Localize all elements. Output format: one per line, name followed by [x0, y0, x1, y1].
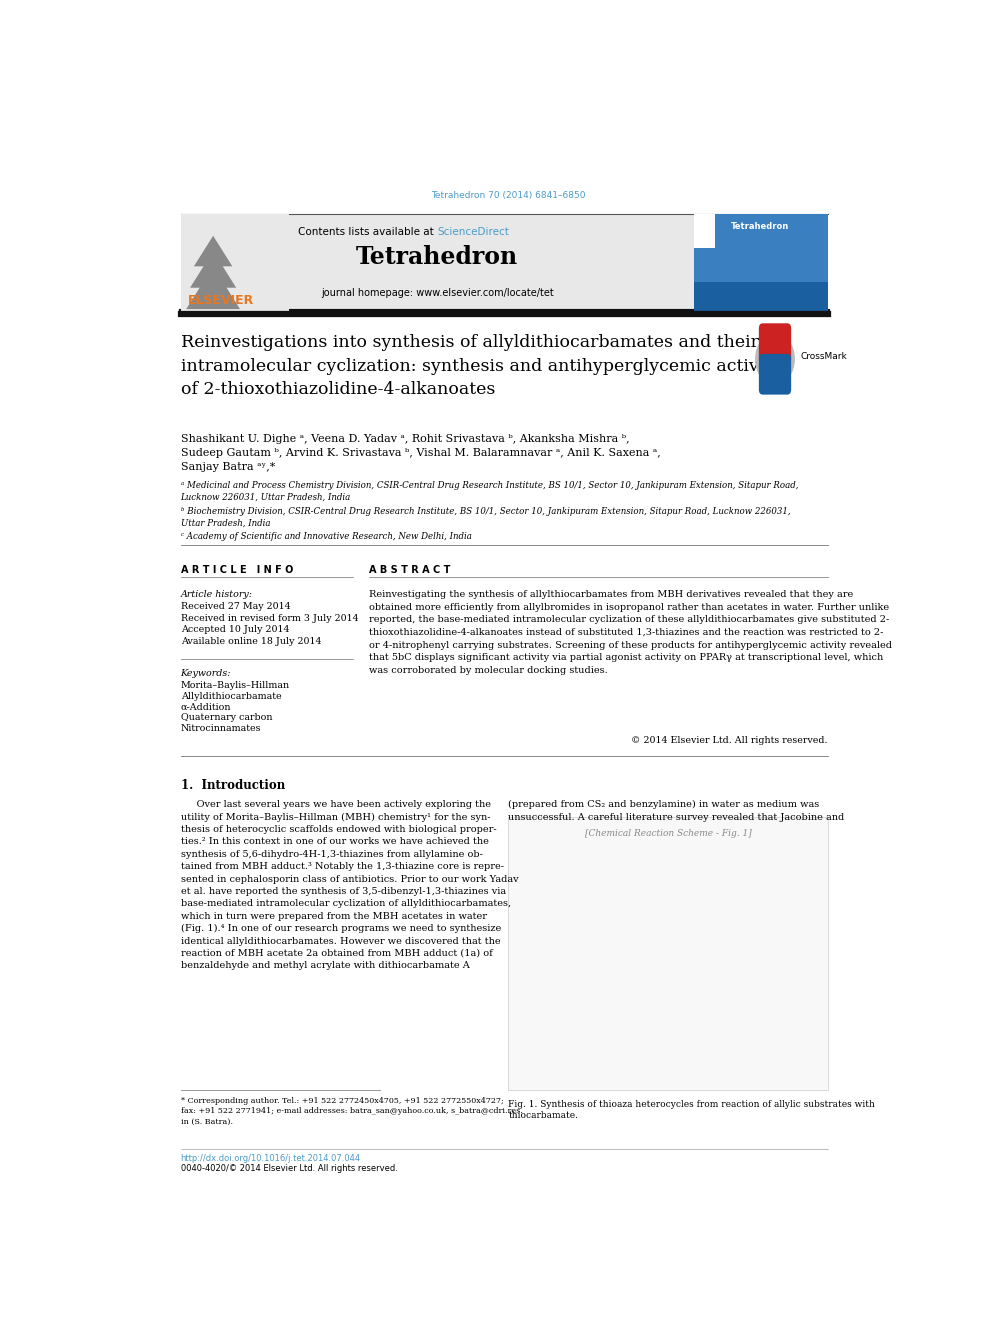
Text: Tetrahedron 70 (2014) 6841–6850: Tetrahedron 70 (2014) 6841–6850	[432, 191, 585, 200]
Text: A R T I C L E   I N F O: A R T I C L E I N F O	[181, 565, 293, 576]
Text: Fig. 1. Synthesis of thioaza heterocycles from reaction of allylic substrates wi: Fig. 1. Synthesis of thioaza heterocycle…	[509, 1099, 875, 1121]
Text: CrossMark: CrossMark	[801, 352, 847, 361]
Text: © 2014 Elsevier Ltd. All rights reserved.: © 2014 Elsevier Ltd. All rights reserved…	[631, 737, 827, 745]
FancyBboxPatch shape	[693, 214, 715, 249]
Text: ScienceDirect: ScienceDirect	[437, 226, 509, 237]
Text: Available online 18 July 2014: Available online 18 July 2014	[181, 636, 321, 646]
Text: [Chemical Reaction Scheme - Fig. 1]: [Chemical Reaction Scheme - Fig. 1]	[584, 828, 751, 837]
FancyBboxPatch shape	[509, 818, 827, 1090]
Text: ᵃ Medicinal and Process Chemistry Division, CSIR-Central Drug Research Institute: ᵃ Medicinal and Process Chemistry Divisi…	[181, 480, 799, 501]
Text: journal homepage: www.elsevier.com/locate/tet: journal homepage: www.elsevier.com/locat…	[320, 288, 554, 298]
Text: Nitrocinnamates: Nitrocinnamates	[181, 724, 261, 733]
Text: (prepared from CS₂ and benzylamine) in water as medium was
unsuccessful. A caref: (prepared from CS₂ and benzylamine) in w…	[509, 800, 844, 822]
Text: Reinvestigations into synthesis of allyldithiocarbamates and their
intramolecula: Reinvestigations into synthesis of allyl…	[181, 335, 781, 398]
Polygon shape	[193, 235, 232, 266]
Text: ᶜ Academy of Scientific and Innovative Research, New Delhi, India: ᶜ Academy of Scientific and Innovative R…	[181, 532, 471, 541]
Text: A B S T R A C T: A B S T R A C T	[369, 565, 450, 576]
Text: Tetrahedron: Tetrahedron	[356, 245, 518, 269]
Polygon shape	[186, 266, 240, 310]
Text: Article history:: Article history:	[181, 590, 253, 599]
Text: Quaternary carbon: Quaternary carbon	[181, 713, 272, 722]
Text: Reinvestigating the synthesis of allylthiocarbamates from MBH derivatives reveal: Reinvestigating the synthesis of allylth…	[369, 590, 892, 675]
Text: 0040-4020/© 2014 Elsevier Ltd. All rights reserved.: 0040-4020/© 2014 Elsevier Ltd. All right…	[181, 1164, 398, 1174]
Text: 1.  Introduction: 1. Introduction	[181, 779, 285, 791]
Text: ᵇ Biochemistry Division, CSIR-Central Drug Research Institute, BS 10/1, Sector 1: ᵇ Biochemistry Division, CSIR-Central Dr…	[181, 507, 791, 528]
Text: Received 27 May 2014: Received 27 May 2014	[181, 602, 291, 611]
Text: Over last several years we have been actively exploring the
utility of Morita–Ba: Over last several years we have been act…	[181, 800, 518, 970]
FancyBboxPatch shape	[181, 214, 693, 311]
Text: Keywords:: Keywords:	[181, 669, 231, 679]
Text: * Corresponding author. Tel.: +91 522 2772450x4705, +91 522 2772550x4727;
fax: +: * Corresponding author. Tel.: +91 522 27…	[181, 1097, 523, 1126]
Text: Sudeep Gautam ᵇ, Arvind K. Srivastava ᵇ, Vishal M. Balaramnavar ᵃ, Anil K. Saxen: Sudeep Gautam ᵇ, Arvind K. Srivastava ᵇ,…	[181, 448, 661, 458]
Text: Accepted 10 July 2014: Accepted 10 July 2014	[181, 626, 289, 635]
Text: ELSEVIER: ELSEVIER	[187, 294, 254, 307]
Text: Sanjay Batra ᵃʸ,*: Sanjay Batra ᵃʸ,*	[181, 462, 275, 472]
Text: http://dx.doi.org/10.1016/j.tet.2014.07.044: http://dx.doi.org/10.1016/j.tet.2014.07.…	[181, 1155, 361, 1163]
FancyBboxPatch shape	[693, 214, 827, 282]
Text: Morita–Baylis–Hillman: Morita–Baylis–Hillman	[181, 681, 290, 689]
Text: Received in revised form 3 July 2014: Received in revised form 3 July 2014	[181, 614, 358, 623]
Text: Tetrahedron: Tetrahedron	[731, 222, 790, 232]
FancyBboxPatch shape	[693, 214, 827, 311]
FancyBboxPatch shape	[181, 214, 289, 311]
FancyBboxPatch shape	[759, 353, 792, 394]
Text: Shashikant U. Dighe ᵃ, Veena D. Yadav ᵃ, Rohit Srivastava ᵇ, Akanksha Mishra ᵇ,: Shashikant U. Dighe ᵃ, Veena D. Yadav ᵃ,…	[181, 434, 629, 445]
Polygon shape	[190, 251, 236, 287]
Text: Contents lists available at: Contents lists available at	[299, 226, 437, 237]
Text: Allyldithiocarbamate: Allyldithiocarbamate	[181, 692, 281, 701]
FancyBboxPatch shape	[759, 323, 792, 364]
Text: α-Addition: α-Addition	[181, 703, 231, 712]
Circle shape	[756, 333, 795, 385]
